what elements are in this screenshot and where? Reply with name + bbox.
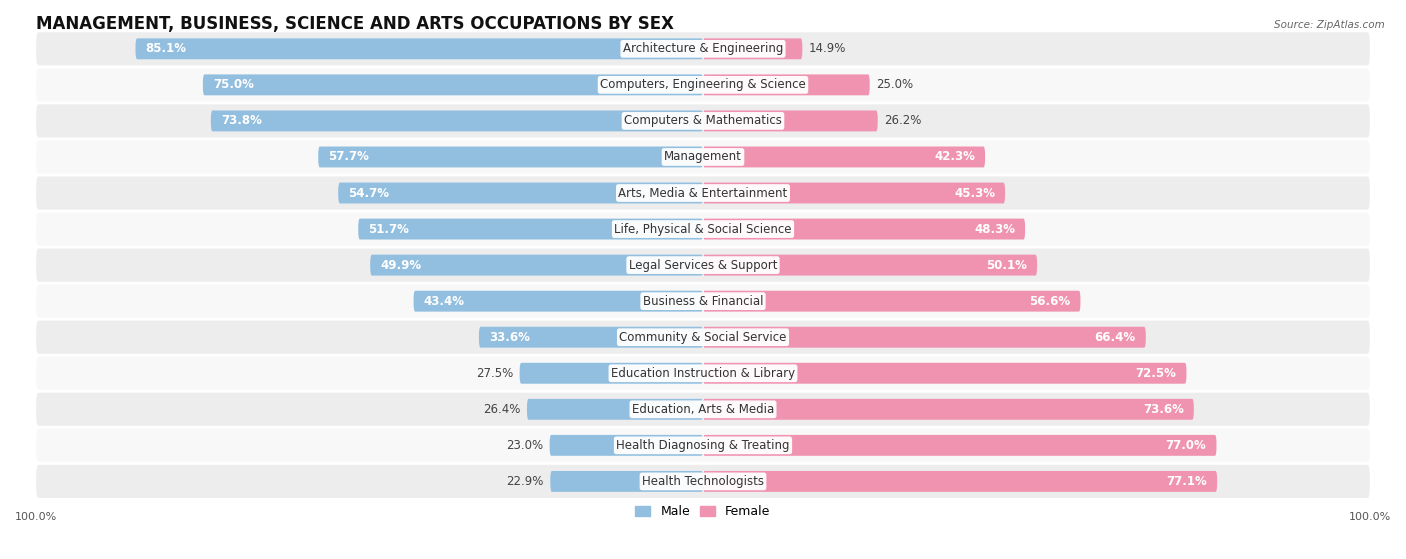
Text: 33.6%: 33.6% (489, 331, 530, 344)
FancyBboxPatch shape (37, 357, 1369, 390)
FancyBboxPatch shape (703, 183, 1005, 203)
FancyBboxPatch shape (37, 105, 1369, 138)
FancyBboxPatch shape (479, 327, 703, 348)
FancyBboxPatch shape (202, 74, 703, 96)
Text: 42.3%: 42.3% (934, 150, 976, 163)
FancyBboxPatch shape (703, 111, 877, 131)
FancyBboxPatch shape (550, 435, 703, 456)
FancyBboxPatch shape (37, 465, 1369, 498)
Text: 45.3%: 45.3% (955, 187, 995, 200)
Text: 57.7%: 57.7% (328, 150, 370, 163)
FancyBboxPatch shape (703, 291, 1080, 311)
Text: Life, Physical & Social Science: Life, Physical & Social Science (614, 222, 792, 235)
Text: Business & Financial: Business & Financial (643, 295, 763, 307)
FancyBboxPatch shape (37, 321, 1369, 354)
Text: 22.9%: 22.9% (506, 475, 544, 488)
Text: 48.3%: 48.3% (974, 222, 1015, 235)
FancyBboxPatch shape (37, 177, 1369, 210)
FancyBboxPatch shape (527, 399, 703, 420)
Text: 23.0%: 23.0% (506, 439, 543, 452)
FancyBboxPatch shape (37, 249, 1369, 282)
Text: MANAGEMENT, BUSINESS, SCIENCE AND ARTS OCCUPATIONS BY SEX: MANAGEMENT, BUSINESS, SCIENCE AND ARTS O… (37, 15, 673, 33)
Text: 50.1%: 50.1% (986, 259, 1028, 272)
FancyBboxPatch shape (37, 140, 1369, 173)
Text: Computers & Mathematics: Computers & Mathematics (624, 115, 782, 127)
FancyBboxPatch shape (703, 363, 1187, 383)
Text: 66.4%: 66.4% (1095, 331, 1136, 344)
FancyBboxPatch shape (37, 429, 1369, 462)
FancyBboxPatch shape (703, 39, 803, 59)
Text: Architecture & Engineering: Architecture & Engineering (623, 42, 783, 55)
Text: Education Instruction & Library: Education Instruction & Library (612, 367, 794, 380)
FancyBboxPatch shape (370, 255, 703, 276)
FancyBboxPatch shape (37, 285, 1369, 318)
Text: 73.8%: 73.8% (221, 115, 262, 127)
FancyBboxPatch shape (703, 255, 1038, 276)
Text: 25.0%: 25.0% (876, 78, 914, 91)
FancyBboxPatch shape (520, 363, 703, 383)
FancyBboxPatch shape (703, 146, 986, 168)
Text: 72.5%: 72.5% (1136, 367, 1177, 380)
Text: Education, Arts & Media: Education, Arts & Media (631, 403, 775, 416)
FancyBboxPatch shape (703, 399, 1194, 420)
Text: 85.1%: 85.1% (145, 42, 187, 55)
FancyBboxPatch shape (211, 111, 703, 131)
FancyBboxPatch shape (703, 471, 1218, 492)
FancyBboxPatch shape (703, 327, 1146, 348)
Text: Arts, Media & Entertainment: Arts, Media & Entertainment (619, 187, 787, 200)
FancyBboxPatch shape (37, 32, 1369, 65)
Text: 56.6%: 56.6% (1029, 295, 1070, 307)
Text: Community & Social Service: Community & Social Service (619, 331, 787, 344)
Text: 77.0%: 77.0% (1166, 439, 1206, 452)
FancyBboxPatch shape (135, 39, 703, 59)
Text: 26.4%: 26.4% (482, 403, 520, 416)
Text: Health Diagnosing & Treating: Health Diagnosing & Treating (616, 439, 790, 452)
FancyBboxPatch shape (703, 219, 1025, 239)
Text: 77.1%: 77.1% (1167, 475, 1208, 488)
FancyBboxPatch shape (37, 68, 1369, 101)
FancyBboxPatch shape (550, 471, 703, 492)
FancyBboxPatch shape (37, 393, 1369, 426)
FancyBboxPatch shape (703, 435, 1216, 456)
Text: Legal Services & Support: Legal Services & Support (628, 259, 778, 272)
FancyBboxPatch shape (339, 183, 703, 203)
FancyBboxPatch shape (359, 219, 703, 239)
Text: 26.2%: 26.2% (884, 115, 922, 127)
Text: 75.0%: 75.0% (212, 78, 253, 91)
Text: Source: ZipAtlas.com: Source: ZipAtlas.com (1274, 20, 1385, 30)
Text: 73.6%: 73.6% (1143, 403, 1184, 416)
Text: 51.7%: 51.7% (368, 222, 409, 235)
Text: Management: Management (664, 150, 742, 163)
FancyBboxPatch shape (413, 291, 703, 311)
FancyBboxPatch shape (318, 146, 703, 168)
FancyBboxPatch shape (703, 74, 870, 96)
Text: 54.7%: 54.7% (349, 187, 389, 200)
Text: 43.4%: 43.4% (423, 295, 464, 307)
Text: Computers, Engineering & Science: Computers, Engineering & Science (600, 78, 806, 91)
FancyBboxPatch shape (37, 212, 1369, 245)
Text: Health Technologists: Health Technologists (643, 475, 763, 488)
Legend: Male, Female: Male, Female (630, 500, 776, 523)
Text: 14.9%: 14.9% (808, 42, 846, 55)
Text: 49.9%: 49.9% (380, 259, 422, 272)
Text: 27.5%: 27.5% (475, 367, 513, 380)
